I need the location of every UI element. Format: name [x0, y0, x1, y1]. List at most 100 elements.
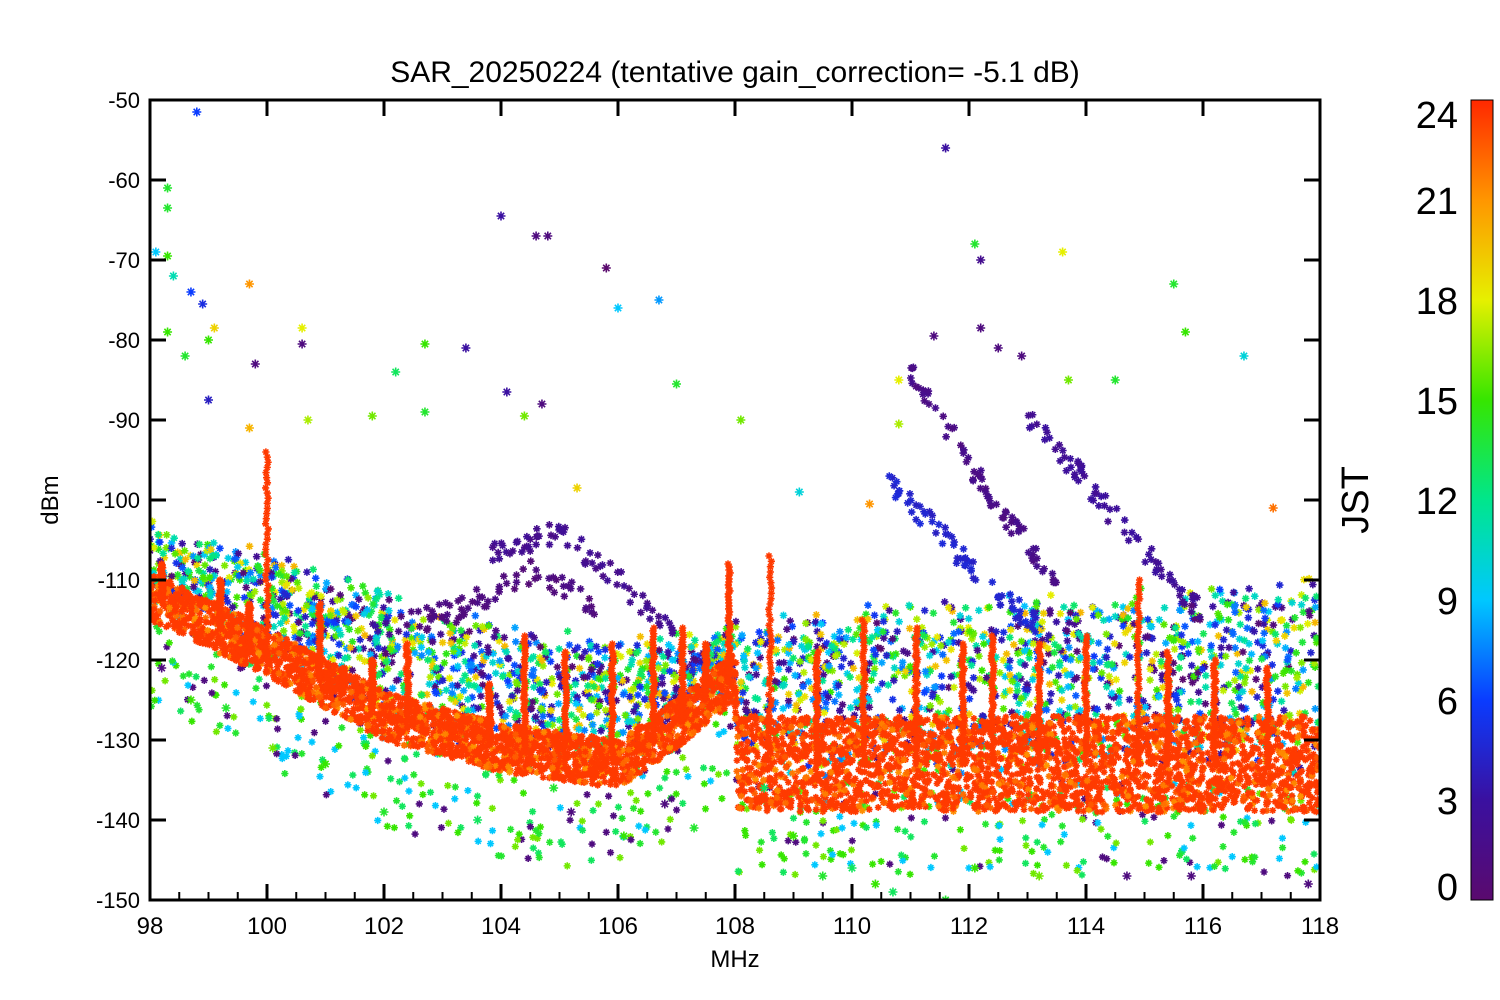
data-point: [1042, 706, 1051, 714]
data-point: [1221, 652, 1230, 661]
data-point: [1119, 603, 1127, 611]
data-point: [973, 738, 981, 746]
data-point: [445, 601, 454, 610]
data-point: [661, 708, 668, 716]
data-point: [430, 654, 439, 662]
data-point: [873, 625, 882, 634]
data-point: [1207, 641, 1215, 650]
data-point: [1312, 634, 1320, 642]
data-point: [669, 740, 677, 748]
data-point: [334, 651, 343, 660]
data-point: [796, 696, 805, 705]
data-point: [1002, 650, 1011, 658]
data-point: [1010, 606, 1018, 614]
data-point: [233, 640, 240, 648]
data-point: [637, 667, 645, 676]
data-point: [1246, 666, 1255, 675]
data-point: [1231, 668, 1240, 677]
data-point: [1144, 615, 1152, 624]
data-point: [1054, 671, 1063, 680]
data-point: [654, 664, 663, 672]
data-point: [1285, 808, 1292, 815]
data-point: [1054, 759, 1062, 766]
data-point: [172, 662, 180, 670]
data-point: [458, 676, 467, 685]
data-point: [567, 578, 576, 586]
data-point: [1096, 739, 1105, 747]
data-point: [967, 567, 975, 575]
data-point: [1008, 720, 1016, 728]
data-point: [616, 854, 624, 862]
data-point: [640, 695, 649, 703]
data-point: [565, 641, 574, 649]
data-point: [975, 723, 984, 732]
data-point: [996, 846, 1004, 855]
data-point: [1100, 501, 1109, 510]
data-point: [1158, 675, 1167, 684]
data-point: [868, 633, 876, 641]
data-point: [833, 825, 841, 834]
data-point: [1076, 608, 1085, 617]
data-point: [1235, 683, 1243, 691]
data-point: [904, 727, 912, 735]
data-point: [472, 621, 480, 630]
data-point: [1071, 771, 1079, 779]
data-point: [998, 782, 1006, 789]
data-point: [594, 800, 603, 808]
data-point: [800, 692, 809, 701]
data-point: [1274, 600, 1282, 609]
data-point: [1029, 610, 1038, 619]
data-point: [1273, 640, 1282, 648]
data-point: [1233, 649, 1242, 658]
data-point: [824, 648, 833, 657]
data-point: [1135, 650, 1144, 659]
data-point: [545, 521, 554, 529]
data-point: [669, 670, 678, 679]
data-point: [322, 585, 330, 593]
data-point: [1234, 780, 1242, 787]
data-point: [331, 745, 339, 753]
data-point: [1097, 825, 1105, 833]
data-point: [579, 673, 588, 682]
data-point: [740, 657, 749, 665]
data-point: [234, 549, 243, 558]
data-point: [853, 649, 861, 657]
data-point: [691, 640, 699, 649]
data-point: [1298, 638, 1307, 647]
data-point: [1065, 643, 1073, 652]
data-point: [295, 634, 303, 643]
data-point: [492, 739, 500, 747]
data-point: [553, 690, 562, 698]
data-point: [992, 627, 1000, 636]
data-point: [968, 635, 976, 643]
data-point: [1172, 691, 1180, 700]
data-point: [1062, 861, 1071, 869]
data-point: [928, 640, 936, 648]
data-point: [720, 708, 729, 717]
data-point: [1018, 764, 1026, 772]
data-point: [366, 650, 375, 659]
data-point: [808, 733, 815, 741]
data-point: [948, 749, 955, 757]
data-point: [224, 579, 232, 587]
data-point: [817, 830, 825, 838]
data-point: [878, 679, 887, 688]
data-point: [554, 522, 563, 531]
data-point: [690, 652, 699, 660]
data-point: [638, 772, 647, 780]
data-point: [524, 639, 533, 648]
data-point: [784, 649, 793, 657]
data-point: [495, 703, 504, 711]
data-point: [178, 539, 186, 548]
data-point: [757, 838, 765, 846]
data-point: [1151, 568, 1160, 577]
data-point: [900, 716, 909, 724]
data-point: [959, 545, 968, 553]
data-point: [685, 672, 693, 681]
data-point: [789, 814, 798, 822]
data-point: [498, 541, 507, 550]
data-point: [573, 643, 582, 652]
data-point: [898, 658, 907, 667]
data-point: [212, 691, 220, 699]
data-point: [323, 631, 331, 640]
